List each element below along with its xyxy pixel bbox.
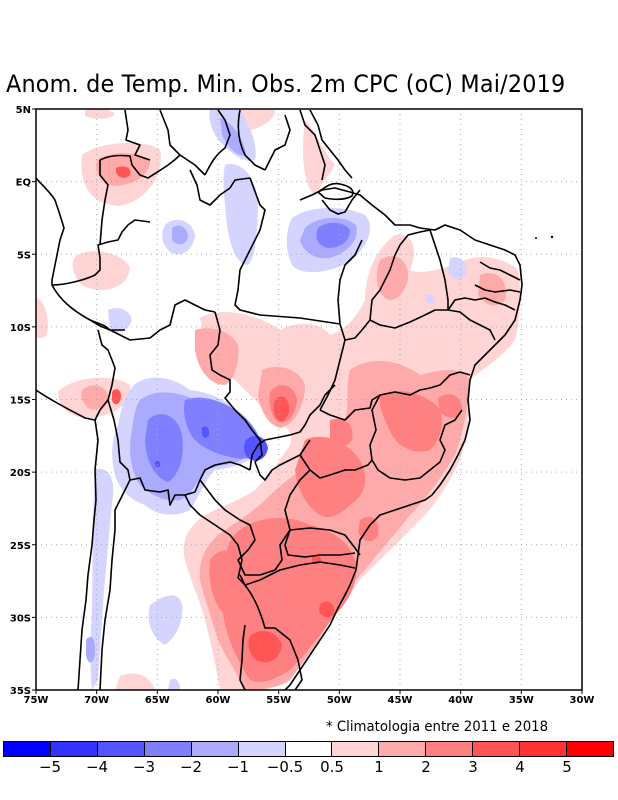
lat-tick-label: 35S [10, 686, 31, 697]
colorbar-label: −2 [179, 758, 203, 776]
lon-tick-label: 30W [570, 695, 595, 706]
colorbar-swatch [238, 742, 286, 756]
colorbar-swatch [567, 742, 613, 756]
colorbar-label: 1 [374, 758, 384, 776]
colorbar-swatch [97, 742, 145, 756]
lon-tick-label: 70W [84, 695, 109, 706]
lat-tick-label: 15S [10, 396, 31, 407]
lat-tick-label: 10S [10, 323, 31, 334]
colorbar-swatch [4, 742, 51, 756]
colorbar-swatch [379, 742, 427, 756]
lat-tick-label: 5N [16, 105, 31, 116]
colorbar-label: −1 [226, 758, 250, 776]
lon-tick-label: 75W [24, 695, 49, 706]
colorbar-label: −4 [85, 758, 109, 776]
colorbar-swatch [426, 742, 474, 756]
lat-tick-label: 25S [10, 541, 31, 552]
colorbar-swatch [285, 742, 333, 756]
colorbar-label: −3 [132, 758, 156, 776]
anomaly-level-minus2 [145, 222, 350, 482]
colorbar-swatch [520, 742, 568, 756]
lon-tick-label: 55W [266, 695, 291, 706]
colorbar-swatch [50, 742, 98, 756]
colorbar-label: 5 [562, 758, 572, 776]
lon-tick-label: 60W [206, 695, 231, 706]
lat-tick-label: 5S [17, 250, 31, 261]
lat-tick-label: EQ [16, 178, 31, 189]
colorbar-swatch [144, 742, 192, 756]
colorbar-label: 0.5 [320, 758, 344, 776]
gridlines [36, 109, 582, 690]
lat-tick-label: 20S [10, 468, 31, 479]
lon-tick-label: 45W [388, 695, 413, 706]
lat-tick-label: 30S [10, 613, 31, 624]
lon-tick-label: 40W [448, 695, 473, 706]
colorbar-label: 2 [421, 758, 431, 776]
colorbar-label: 3 [468, 758, 478, 776]
chart-title: Anom. de Temp. Min. Obs. 2m CPC (oC) Mai… [6, 70, 566, 98]
lon-tick-label: 65W [145, 695, 170, 706]
colorbar-swatch [191, 742, 239, 756]
colorbar-label: −0.5 [266, 758, 304, 776]
lon-tick-label: 35W [509, 695, 534, 706]
colorbar [3, 741, 614, 757]
anomaly-level-3-4 [112, 166, 335, 663]
colorbar-swatch [473, 742, 521, 756]
country-borders [36, 109, 523, 690]
islands [535, 235, 554, 239]
colorbar-label: −5 [38, 758, 62, 776]
colorbar-label: 4 [515, 758, 525, 776]
climatology-note: * Climatologia entre 2011 e 2018 [326, 719, 549, 735]
colorbar-swatch [332, 742, 380, 756]
lon-tick-label: 50W [327, 695, 352, 706]
